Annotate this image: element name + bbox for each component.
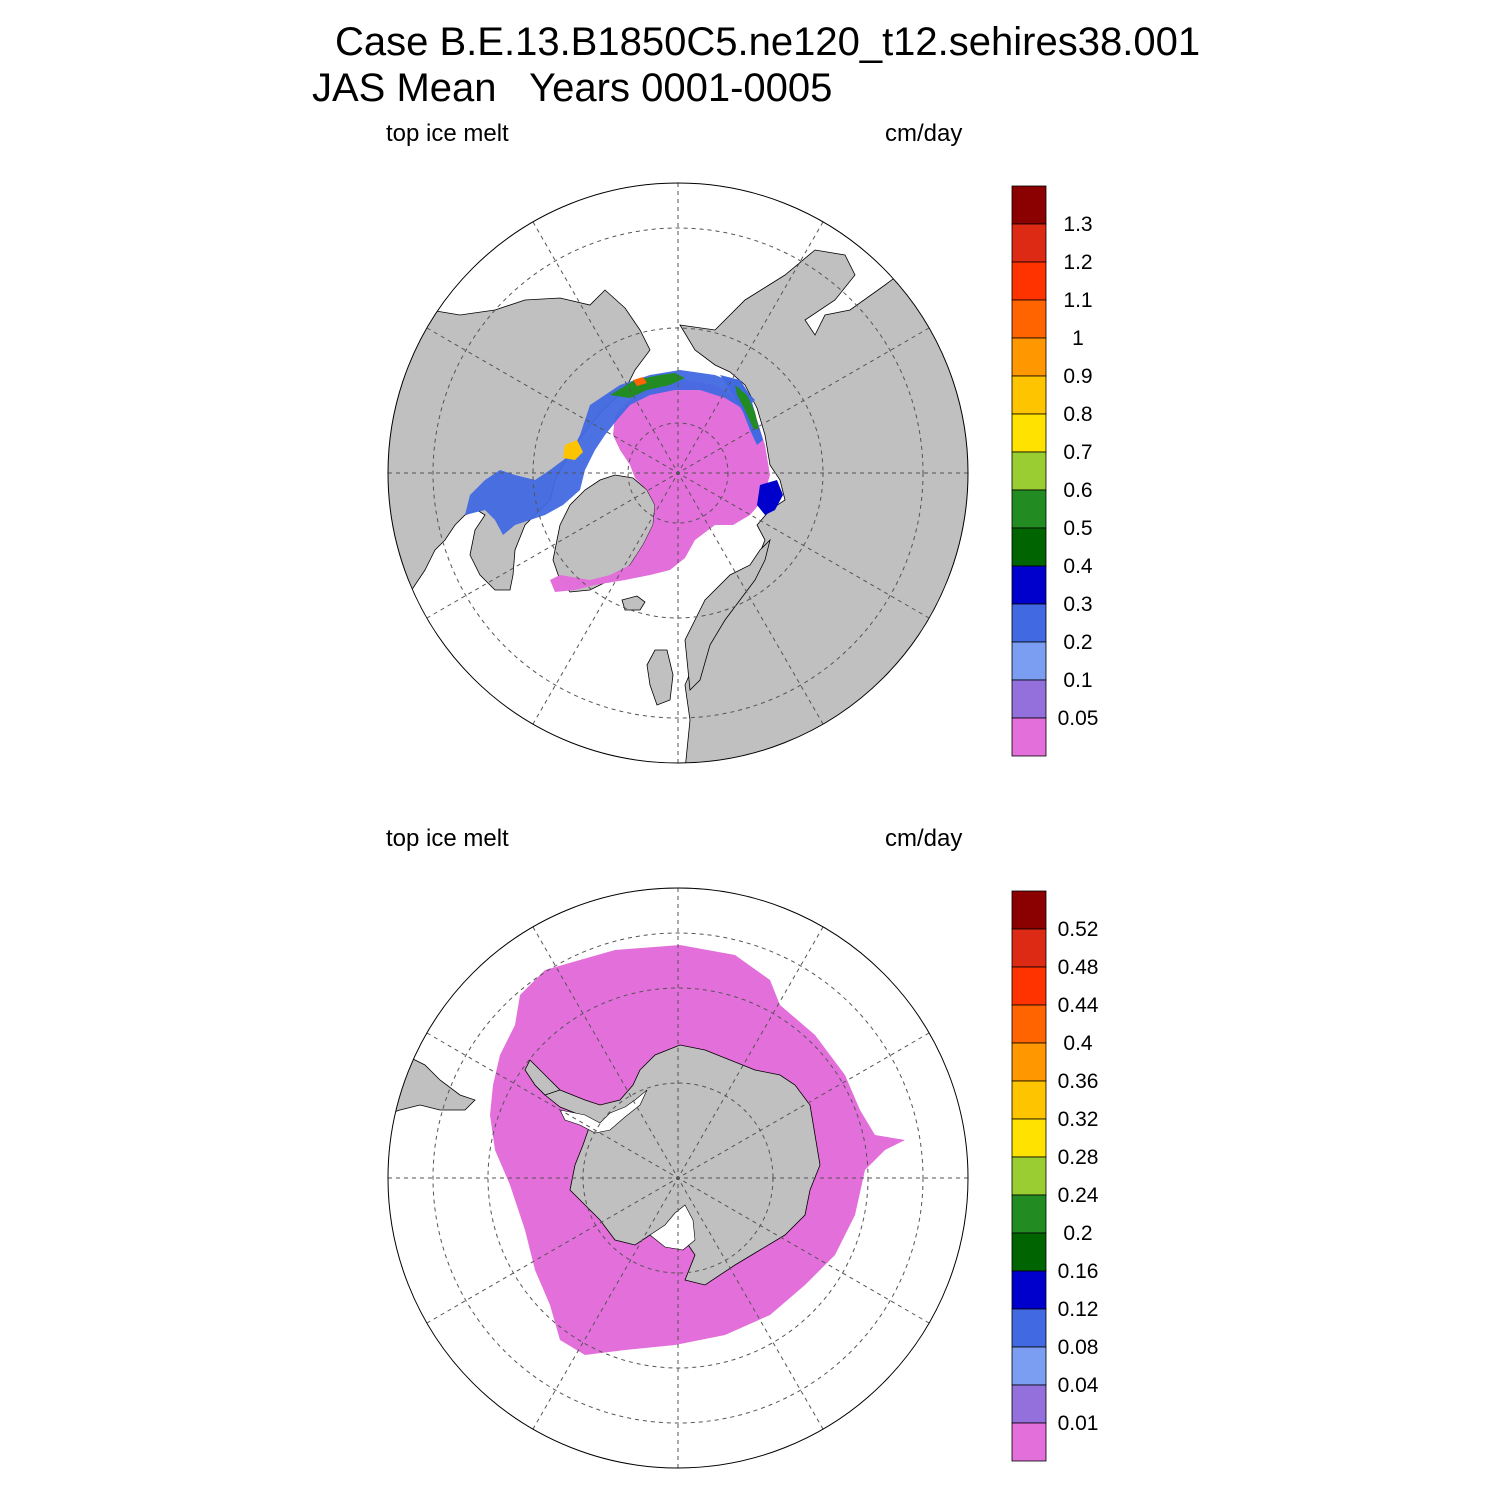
figure-title-period: JAS Mean Years 0001-0005 [312,66,833,110]
north-panel-variable-label: top ice melt [386,120,509,147]
south-colorbar-box [1011,1194,1047,1234]
north-colorbar-tick-label: 1.3 [1063,213,1092,236]
north-colorbar-box [1011,451,1047,491]
north-colorbar-box [1011,679,1047,719]
south-colorbar-box [1011,928,1047,968]
south-colorbar-tick-label: 0.28 [1058,1146,1099,1169]
north-colorbar-tick-label: 0.3 [1063,593,1092,616]
north-colorbar-tick-label: 0.05 [1058,707,1099,730]
south-colorbar-tick-label: 0.36 [1058,1070,1099,1093]
north-ice-peak-red [633,377,647,386]
north-colorbar-tick-label: 0.1 [1063,669,1092,692]
south-map-border [387,887,969,1469]
north-colorbar-tick-label: 1 [1072,327,1084,350]
north-colorbar-box [1011,299,1047,339]
north-map-border [387,182,969,764]
north-colorbar-box [1011,185,1047,225]
figure-title-case: Case B.E.13.B1850C5.ne120_t12.sehires38.… [335,20,1201,64]
north-colorbar-tick-label: 1.2 [1063,251,1092,274]
south-colorbar-tick-label: 0.52 [1058,918,1099,941]
north-colorbar-box [1011,489,1047,529]
south-colorbar-box [1011,1042,1047,1082]
south-colorbar-tick-label: 0.08 [1058,1336,1099,1359]
south-panel-variable-label: top ice melt [386,825,509,852]
north-colorbar-box [1011,375,1047,415]
north-colorbar-tick-label: 0.2 [1063,631,1092,654]
north-colorbar-tick-label: 0.6 [1063,479,1092,502]
north-colorbar-box [1011,641,1047,681]
north-colorbar-box [1011,565,1047,605]
south-colorbar: 0.01 0.04 0.08 0.12 0.16 0.2 0.24 0.28 0.32 0.36 0… [1011,890,1099,1462]
north-colorbar-tick-label: 0.9 [1063,365,1092,388]
north-land-uk [646,649,674,706]
north-panel-units-label: cm/day [885,120,963,147]
north-colorbar-box [1011,527,1047,567]
north-colorbar-box [1011,261,1047,301]
north-colorbar-box [1011,603,1047,643]
north-colorbar-box [1011,413,1047,453]
south-colorbar-tick-label: 0.4 [1063,1032,1093,1055]
south-graticule [388,888,968,1468]
south-colorbar-box [1011,1232,1047,1272]
south-colorbar-box [1011,1308,1047,1348]
south-colorbar-tick-label: 0.16 [1058,1260,1099,1283]
south-ice-shelf-ross [649,1204,696,1251]
north-ice-east-green [735,385,759,430]
north-colorbar-tick-label: 0.7 [1063,441,1092,464]
south-colorbar-tick-label: 0.2 [1063,1222,1092,1245]
north-colorbar-box [1011,717,1047,757]
north-colorbar-tick-label: 1.1 [1063,289,1092,312]
south-colorbar-box [1011,1118,1047,1158]
north-land-scandinavia [684,538,771,691]
north-colorbar-box [1011,223,1047,263]
north-graticule [388,183,968,763]
north-ice-peak [563,440,583,460]
south-colorbar-tick-label: 0.24 [1058,1184,1099,1207]
south-colorbar-box [1011,1422,1047,1462]
south-colorbar-tick-label: 0.12 [1058,1298,1099,1321]
south-colorbar-tick-label: 0.32 [1058,1108,1099,1131]
north-colorbar-tick-label: 0.4 [1063,555,1093,578]
north-ice-low [550,380,770,592]
north-colorbar-tick-label: 0.8 [1063,403,1092,426]
south-polar-map [387,887,969,1469]
south-colorbar-tick-label: 0.04 [1058,1374,1099,1397]
south-colorbar-tick-label: 0.48 [1058,956,1099,979]
north-land-iceland [621,595,646,611]
south-colorbar-box [1011,1004,1047,1044]
south-colorbar-box [1011,966,1047,1006]
north-colorbar-box [1011,337,1047,377]
north-colorbar-tick-label: 0.5 [1063,517,1092,540]
north-ice-laptev [757,480,783,515]
south-colorbar-box [1011,1346,1047,1386]
north-ice-east-siberian [720,375,763,445]
south-colorbar-box [1011,1270,1047,1310]
south-colorbar-tick-label: 0.01 [1058,1412,1099,1435]
south-colorbar-box [1011,1384,1047,1424]
south-land-antarctic-peninsula [524,1059,561,1096]
south-colorbar-tick-label: 0.44 [1058,994,1099,1017]
north-land-eurasia [679,249,968,763]
north-ice-medium [465,370,755,535]
north-ice-high [610,373,685,398]
south-panel-units-label: cm/day [885,825,963,852]
south-colorbar-box [1011,1156,1047,1196]
north-polar-map [387,182,969,764]
north-colorbar: 0.05 0.1 0.2 0.3 0.4 0.5 0.6 0.7 0.8 0.9 1 1.1 1.2 1.… [1011,185,1099,757]
south-colorbar-box [1011,890,1047,930]
south-colorbar-box [1011,1080,1047,1120]
